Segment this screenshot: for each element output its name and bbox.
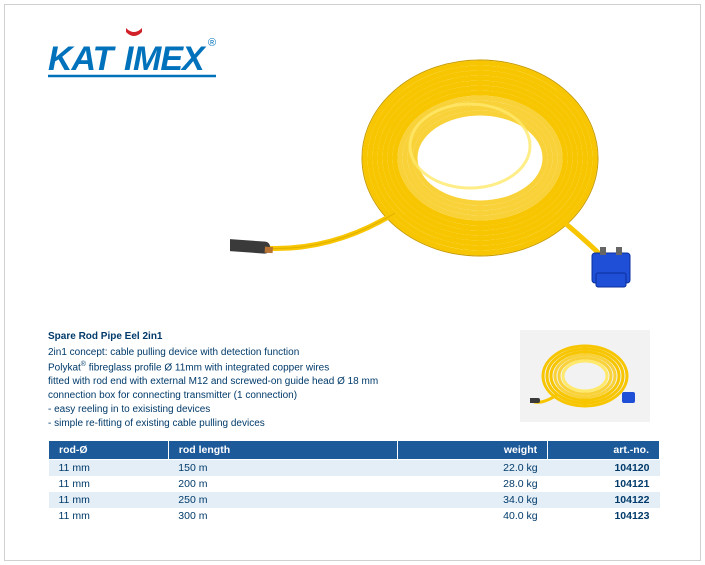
cell-weight: 34.0 kg: [398, 492, 548, 508]
table-row: 11 mm 300 m 40.0 kg 104123: [49, 508, 660, 524]
product-description: Spare Rod Pipe Eel 2in1 2in1 concept: ca…: [48, 330, 498, 431]
cell-length: 150 m: [168, 460, 398, 477]
cell-weight: 22.0 kg: [398, 460, 548, 477]
product-title: Spare Rod Pipe Eel 2in1: [48, 330, 498, 344]
desc-line: Polykat® fibreglass profile Ø 11mm with …: [48, 360, 498, 375]
table-row: 11 mm 250 m 34.0 kg 104122: [49, 492, 660, 508]
cell-rod: 11 mm: [49, 508, 169, 524]
cell-rod: 11 mm: [49, 476, 169, 492]
cell-weight: 28.0 kg: [398, 476, 548, 492]
table-row: 11 mm 150 m 22.0 kg 104120: [49, 460, 660, 477]
cell-length: 250 m: [168, 492, 398, 508]
cell-rod: 11 mm: [49, 460, 169, 477]
desc-line: 2in1 concept: cable pulling device with …: [48, 346, 498, 360]
cell-art: 104122: [548, 492, 660, 508]
cell-rod: 11 mm: [49, 492, 169, 508]
col-rod: rod-Ø: [49, 441, 169, 460]
col-art: art.-no.: [548, 441, 660, 460]
cell-art: 104120: [548, 460, 660, 477]
table-header-row: rod-Ø rod length weight art.-no.: [49, 441, 660, 460]
cell-art: 104121: [548, 476, 660, 492]
cell-weight: 40.0 kg: [398, 508, 548, 524]
desc-line: - easy reeling in to exisisting devices: [48, 403, 498, 417]
table-row: 11 mm 200 m 28.0 kg 104121: [49, 476, 660, 492]
brand-logo: KAT I MEX ®: [48, 28, 218, 89]
spec-table: rod-Ø rod length weight art.-no. 11 mm 1…: [48, 440, 660, 524]
cell-length: 200 m: [168, 476, 398, 492]
col-length: rod length: [168, 441, 398, 460]
cell-art: 104123: [548, 508, 660, 524]
cell-length: 300 m: [168, 508, 398, 524]
svg-text:MEX: MEX: [133, 40, 207, 78]
col-weight: weight: [398, 441, 548, 460]
desc-line: connection box for connecting transmitte…: [48, 389, 498, 403]
product-thumbnail: [520, 330, 650, 422]
desc-line: - simple re-fitting of existing cable pu…: [48, 417, 498, 431]
desc-line: fitted with rod end with external M12 an…: [48, 375, 498, 389]
svg-text:®: ®: [208, 37, 216, 49]
product-image: [230, 28, 640, 318]
svg-text:KAT: KAT: [48, 40, 117, 78]
